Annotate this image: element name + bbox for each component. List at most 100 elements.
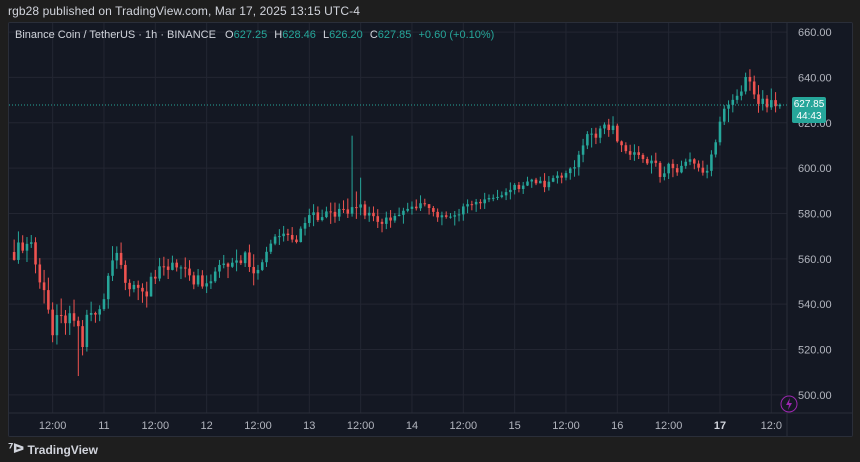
chart-background	[9, 23, 852, 436]
candle-body	[722, 108, 726, 122]
candle-body	[333, 211, 337, 217]
candle-body	[363, 204, 367, 216]
candle-body	[350, 207, 354, 214]
candle-body	[406, 208, 409, 211]
candle-body	[714, 142, 717, 155]
candle-body	[517, 184, 521, 189]
candle-body	[141, 287, 144, 292]
candle-body	[89, 313, 93, 315]
candle-body	[444, 215, 448, 217]
candle-body	[684, 161, 688, 166]
candle-body	[102, 299, 106, 310]
candle-body	[385, 217, 388, 224]
candle-body	[171, 262, 174, 270]
candle-body	[68, 313, 72, 324]
candle-body	[650, 160, 653, 164]
candle-body	[658, 162, 662, 177]
candle-body	[603, 124, 606, 129]
candle-body	[256, 269, 260, 274]
footer-brand[interactable]: ⁷ᐅ TradingView	[8, 442, 98, 457]
candle-body	[64, 315, 67, 324]
time-axis[interactable]: 12:00 11 12:00 12 12:00 13 12:00 14 12:00 15 12:00…	[39, 420, 782, 432]
candle-body	[470, 204, 474, 206]
candle-body	[389, 217, 392, 221]
candle-body	[192, 275, 196, 285]
candle-body	[534, 179, 538, 184]
candle-body	[299, 228, 303, 243]
candle-body	[513, 184, 516, 190]
candle-body	[111, 260, 114, 276]
candle-body	[487, 198, 491, 200]
candle-body	[483, 199, 486, 204]
candle-body	[243, 252, 247, 264]
candle-body	[124, 264, 127, 283]
candle-body	[436, 211, 439, 218]
candle-body	[260, 262, 264, 270]
chart-legend: Binance Coin / TetherUS · 1h · BINANCE O…	[15, 29, 494, 41]
candle-body	[51, 309, 54, 336]
candle-body	[457, 214, 461, 216]
lightning-icon[interactable]	[780, 395, 798, 413]
candle-body	[209, 281, 213, 284]
candle-body	[222, 263, 226, 265]
candle-body	[530, 179, 534, 182]
legend-close: 627.85	[378, 29, 412, 41]
candle-body	[735, 95, 739, 100]
candle-body	[154, 276, 157, 279]
candle-body	[248, 252, 251, 267]
candle-body	[568, 168, 572, 174]
legend-change: +0.60 (+0.10%)	[418, 29, 494, 41]
price-axis[interactable]: 500.00520.00540.00560.00580.00600.00620.…	[798, 27, 832, 402]
candle-body	[710, 154, 713, 171]
candle-body	[504, 192, 508, 196]
candle-body	[620, 141, 623, 146]
candle-body	[367, 212, 371, 216]
candle-body	[663, 173, 666, 177]
candle-body	[55, 315, 59, 336]
price-tick-label: 600.00	[798, 163, 832, 175]
legend-open: 627.25	[234, 29, 268, 41]
tradingview-logo-icon: ⁷ᐅ	[8, 442, 25, 457]
candle-body	[616, 125, 619, 142]
candle-body	[680, 165, 683, 173]
candle-body	[564, 173, 568, 178]
candle-body	[432, 208, 435, 212]
candle-body	[526, 181, 529, 186]
candle-body	[106, 275, 110, 300]
legend-close-label: C	[370, 29, 378, 41]
time-tick-label: 12:00	[39, 420, 67, 432]
candle-body	[547, 181, 551, 188]
price-badge: 627.85 44:43	[792, 96, 826, 123]
candle-body	[697, 163, 700, 168]
time-tick-label: 14	[406, 420, 418, 432]
candle-body	[581, 145, 585, 155]
candle-body	[761, 98, 765, 104]
footer-brand-name: TradingView	[27, 442, 98, 457]
candle-body	[42, 282, 46, 291]
candlestick-chart[interactable]: 500.00520.00540.00560.00580.00600.00620.…	[9, 23, 852, 436]
candle-body	[235, 260, 238, 263]
candle-body	[705, 170, 709, 173]
candle-body	[85, 314, 89, 348]
legend-low-label: L	[323, 29, 329, 41]
price-tick-label: 520.00	[798, 345, 832, 357]
chart-frame[interactable]: 500.00 520.00 540.00 560.00 580.00 600.00 620.…	[8, 22, 853, 437]
candle-body	[380, 221, 384, 224]
candle-body	[462, 206, 465, 215]
candle-body	[466, 204, 469, 207]
candle-body	[34, 242, 37, 265]
candle-body	[752, 81, 756, 95]
candle-body	[290, 235, 294, 240]
publish-info: rgb28 published on TradingView.com, Mar …	[8, 4, 360, 18]
candle-body	[175, 262, 178, 268]
candle-body	[355, 207, 358, 209]
time-tick-label: 16	[611, 420, 623, 432]
candle-body	[543, 180, 546, 188]
candle-body	[166, 266, 170, 270]
candle-body	[611, 125, 615, 131]
candle-body	[231, 262, 234, 267]
candle-body	[521, 185, 525, 189]
candle-body	[675, 168, 679, 173]
candle-body	[47, 290, 50, 310]
footer: ⁷ᐅ TradingView	[0, 438, 860, 462]
